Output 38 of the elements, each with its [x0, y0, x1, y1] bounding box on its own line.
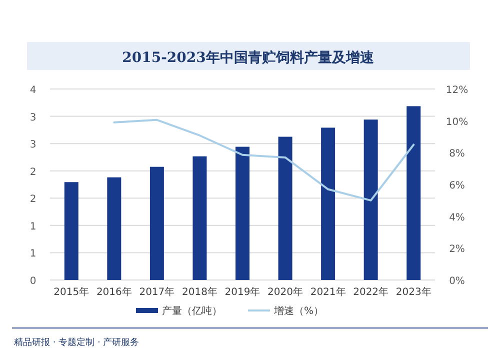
x-tick-label: 2020年 [268, 286, 304, 298]
y2-tick-label: 8% [449, 148, 465, 160]
bar [64, 182, 78, 280]
line-series [113, 118, 415, 202]
bar [406, 106, 421, 280]
text: 精品研报 · 专题定制 · 产研服务 [14, 337, 140, 348]
legend-label: 增速（%） [273, 305, 324, 317]
x-tick-label: 2016年 [96, 286, 132, 298]
y2-tick-label: 6% [449, 180, 465, 192]
bar [278, 136, 292, 280]
y2-tick-label: 10% [446, 116, 468, 128]
bar [107, 177, 122, 280]
y-tick-label: 1 [30, 221, 36, 232]
y2-tick-label: 4% [449, 212, 465, 224]
bar [236, 146, 250, 280]
x-tick-label: 2017年 [139, 286, 175, 298]
x-tick-label: 2019年 [224, 286, 260, 298]
bar [150, 166, 164, 280]
x-tick-label: 2021年 [310, 286, 346, 298]
y-tick-label: 4 [30, 85, 36, 96]
bar [192, 156, 207, 280]
x-tick-label: 2018年 [182, 286, 218, 298]
chart-title: 2015-2023年中国青贮饲料产量及增速 [122, 49, 375, 66]
x-tick-label: 2023年 [396, 286, 432, 298]
y2-tick-label: 2% [449, 244, 465, 256]
x-tick-label: 2022年 [353, 286, 389, 298]
y-tick-label: 2 [30, 166, 36, 178]
y-tick-label: 0 [30, 276, 36, 287]
x-tick-label: 2015年 [54, 286, 90, 298]
legend-label: 产量（亿吨） [162, 305, 222, 317]
y2-tick-label: 12% [446, 85, 468, 96]
y-tick-label: 2 [30, 194, 36, 206]
y2-tick-label: 0% [449, 276, 465, 287]
bar [321, 128, 336, 280]
y-tick-label: 1 [30, 248, 36, 260]
y-tick-label: 3 [30, 112, 36, 124]
bar [364, 120, 378, 280]
y-tick-label: 3 [30, 140, 36, 151]
